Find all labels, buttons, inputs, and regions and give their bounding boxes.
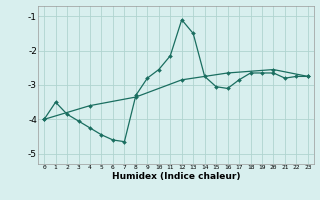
X-axis label: Humidex (Indice chaleur): Humidex (Indice chaleur) — [112, 172, 240, 181]
